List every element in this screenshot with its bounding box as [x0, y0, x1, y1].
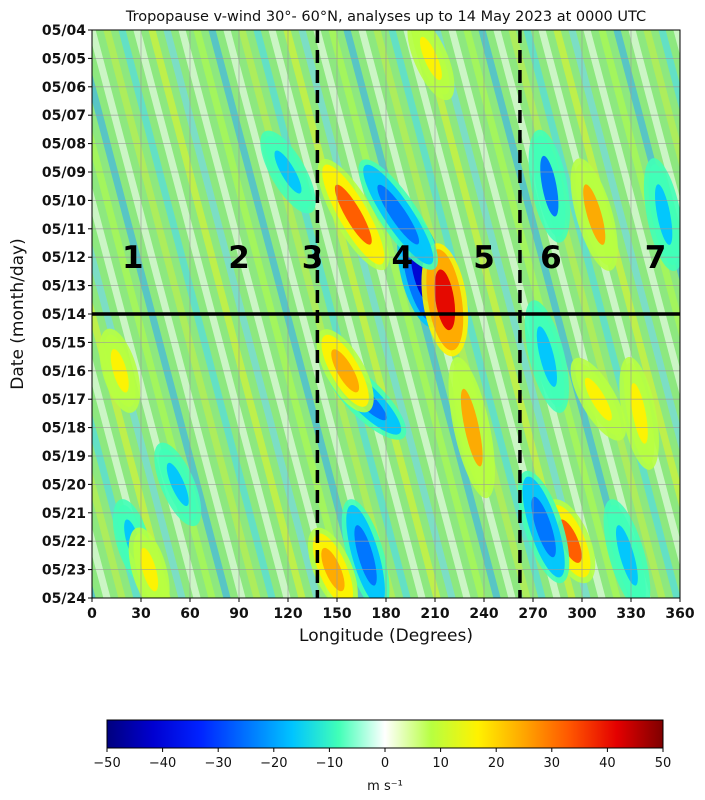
y-tick-label: 05/06 [42, 80, 86, 96]
y-tick-label: 05/05 [42, 51, 86, 67]
x-axis-ticks: 0 30 60 90 120 150 180 210 240 270 300 330 360 [87, 598, 695, 622]
wind-contour-core [531, 496, 556, 558]
y-tick-label: 05/04 [42, 23, 86, 39]
y-tick-label: 05/17 [42, 392, 86, 408]
y-tick-label: 05/20 [42, 477, 86, 493]
wind-streak [692, 30, 705, 598]
colorbar-tick-label: 40 [599, 756, 616, 771]
colorbar-gradient [106, 719, 664, 749]
y-axis-label: Date (month/day) [8, 238, 28, 389]
y-tick-label: 05/22 [42, 534, 86, 550]
region-labels: 1 2 3 4 5 6 7 [122, 240, 666, 276]
colorbar-tick-label: −40 [149, 756, 176, 771]
wind-streak [643, 30, 680, 169]
colorbar-tick-label: 0 [381, 756, 389, 771]
wind-contour-core [655, 184, 673, 245]
x-tick-label: 360 [665, 606, 694, 622]
y-tick-label: 05/23 [42, 563, 86, 579]
negative-wind-max [603, 499, 651, 598]
y-tick-label: 05/14 [42, 307, 86, 323]
wind-streak [628, 30, 680, 226]
chart-title: Tropopause v-wind 30°- 60°N, analyses up… [125, 9, 646, 25]
wind-contour-core [615, 525, 638, 586]
y-tick-label: 05/19 [42, 449, 86, 465]
colorbar-ticks: −50 −40 −30 −20 −10 0 10 20 30 40 50 [93, 748, 671, 771]
x-tick-label: 90 [229, 606, 249, 622]
colorbar-unit: m s⁻¹ [367, 779, 403, 794]
colorbar-tick-label: −50 [93, 756, 120, 771]
colorbar-tick-label: −30 [204, 756, 231, 771]
region-label: 5 [473, 240, 495, 276]
y-tick-label: 05/13 [42, 279, 86, 295]
y-tick-label: 05/08 [42, 137, 86, 153]
negative-wind-max [528, 129, 571, 243]
region-label: 4 [392, 240, 414, 276]
y-tick-label: 05/07 [42, 108, 86, 124]
wind-contour-core [536, 326, 557, 387]
x-tick-label: 30 [131, 606, 151, 622]
x-tick-label: 0 [87, 606, 97, 622]
wind-streak [92, 413, 141, 598]
wind-contour-core [354, 525, 377, 586]
x-tick-label: 210 [420, 606, 449, 622]
wind-contour-core [630, 383, 648, 444]
wind-streak [0, 30, 2, 598]
negative-wind-max [643, 158, 680, 272]
colorbar-tick-label: 20 [488, 756, 505, 771]
y-tick-label: 05/16 [42, 364, 86, 380]
colorbar-tick-label: −20 [260, 756, 287, 771]
wind-contour-core [334, 184, 372, 245]
negative-wind-max [358, 159, 438, 270]
x-tick-label: 60 [180, 606, 200, 622]
wind-streak [673, 30, 680, 56]
region-label: 6 [540, 240, 562, 276]
colorbar-tick-label: 30 [544, 756, 561, 771]
wind-streak [92, 300, 171, 598]
plot-area: 1 2 3 4 5 6 7 [0, 29, 705, 599]
x-tick-label: 150 [322, 606, 351, 622]
y-tick-label: 05/10 [42, 193, 86, 209]
reference-lines [92, 30, 680, 598]
x-tick-label: 330 [616, 606, 645, 622]
region-label: 7 [645, 240, 667, 276]
x-tick-label: 300 [567, 606, 596, 622]
y-tick-label: 05/18 [42, 421, 86, 437]
y-axis-ticks: 05/04 05/05 05/06 05/07 05/08 05/09 05/10 05/11… [42, 23, 92, 607]
positive-wind-max [317, 159, 390, 271]
colorbar: −50 −40 −30 −20 −10 0 10 20 30 40 50 m s⁻¹ [93, 719, 671, 794]
wind-streak [613, 30, 680, 283]
colorbar-tick-label: −10 [316, 756, 343, 771]
wind-contour-core [377, 184, 420, 245]
wind-streak [92, 470, 126, 598]
y-tick-label: 05/21 [42, 506, 86, 522]
region-label: 2 [228, 240, 250, 276]
region-label: 3 [302, 240, 324, 276]
x-tick-label: 270 [518, 606, 547, 622]
negative-wind-max [341, 499, 390, 598]
y-tick-label: 05/09 [42, 165, 86, 181]
wind-contour-core [540, 155, 559, 217]
x-tick-label: 120 [273, 606, 302, 622]
wind-contour-core [583, 184, 606, 245]
negative-wind-max [524, 300, 569, 413]
x-tick-label: 180 [371, 606, 400, 622]
colorbar-tick-label: 50 [655, 756, 672, 771]
positive-wind-max [570, 158, 618, 271]
x-tick-label: 240 [469, 606, 498, 622]
colorbar-tick-label: 10 [432, 756, 449, 771]
region-label: 1 [122, 240, 144, 276]
y-tick-label: 05/12 [42, 250, 86, 266]
x-axis-label: Longitude (Degrees) [299, 626, 473, 646]
y-tick-label: 05/24 [42, 591, 86, 607]
y-tick-label: 05/15 [42, 335, 86, 351]
positive-wind-max [619, 356, 659, 470]
y-tick-label: 05/11 [42, 222, 86, 238]
